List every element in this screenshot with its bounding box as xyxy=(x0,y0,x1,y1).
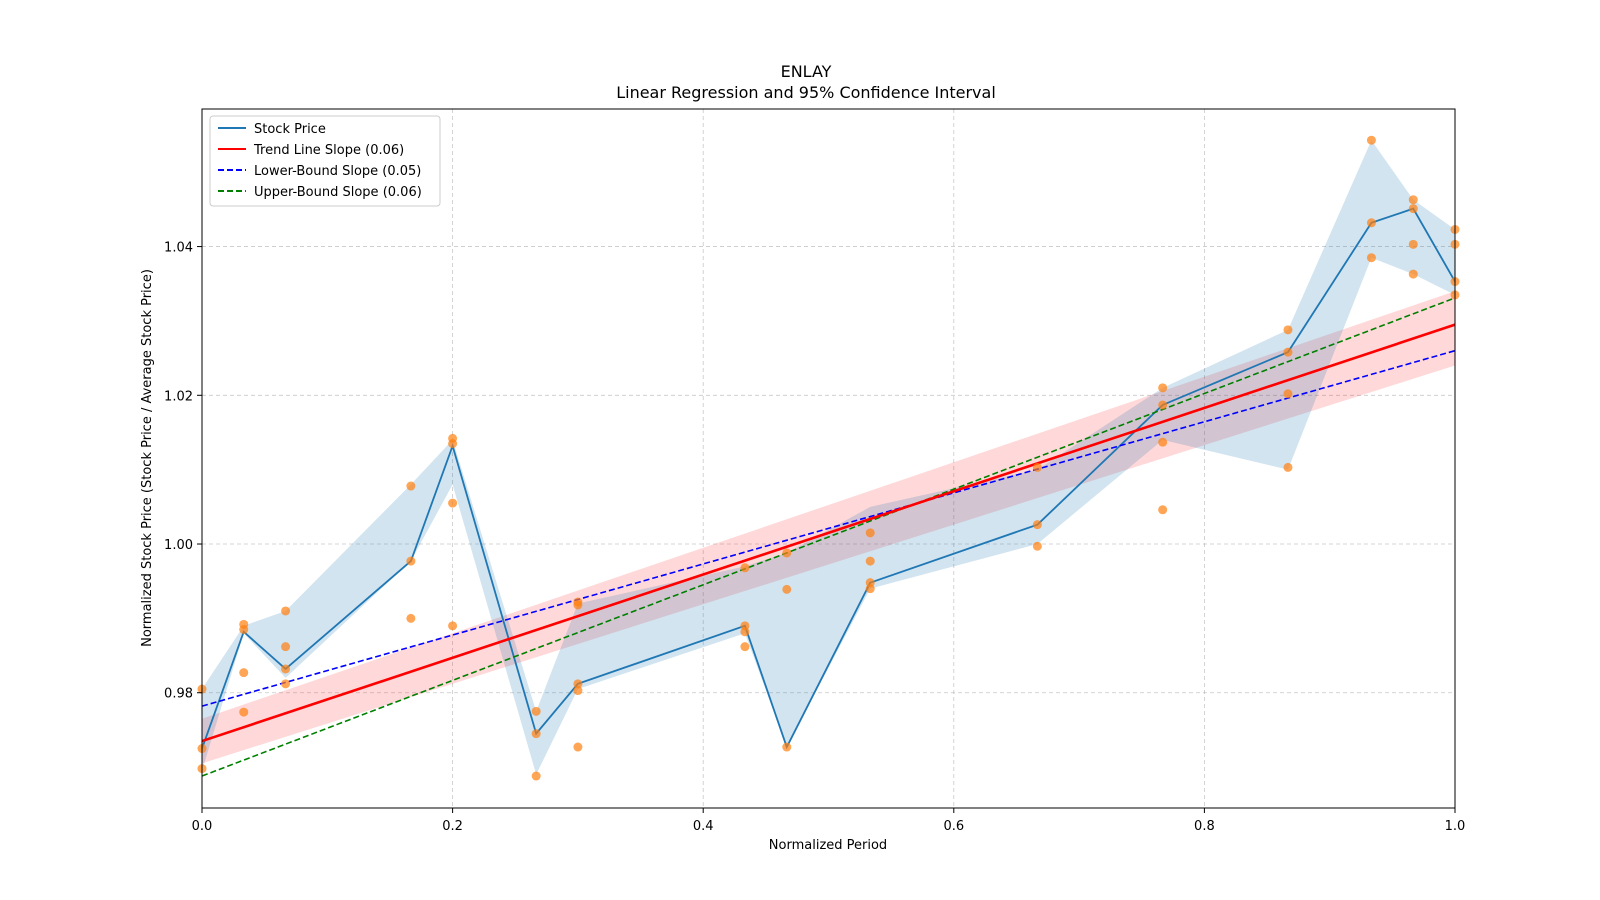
observation-point xyxy=(740,642,750,652)
observation-point xyxy=(531,706,541,716)
observation-point xyxy=(448,439,458,449)
observation-point xyxy=(782,548,792,558)
chart-subtitle: Linear Regression and 95% Confidence Int… xyxy=(616,83,996,102)
stock-price-band xyxy=(202,140,1455,775)
regression-lines xyxy=(201,207,1456,777)
observation-point xyxy=(448,498,458,508)
y-tick-label: 1.02 xyxy=(164,389,193,404)
observation-point xyxy=(406,556,416,566)
axis-ticks: 0.0 0.2 0.4 0.6 0.8 1.0 0.98 1.00 1.02 1.04 xyxy=(164,241,1465,834)
observation-point xyxy=(573,600,583,610)
observation-point xyxy=(1032,520,1042,530)
observation-point xyxy=(573,686,583,696)
x-tick-label: 0.8 xyxy=(1194,819,1215,834)
observation-point xyxy=(1366,253,1376,263)
legend: Stock Price Trend Line Slope (0.06) Lowe… xyxy=(209,115,441,207)
observation-point xyxy=(865,584,875,594)
observation-point xyxy=(740,627,750,637)
observation-point xyxy=(1408,204,1418,214)
x-tick-label: 0.6 xyxy=(943,819,964,834)
observation-point xyxy=(865,556,875,566)
observation-point xyxy=(281,642,291,652)
observation-point xyxy=(573,742,583,752)
confidence-bands xyxy=(202,140,1455,775)
observation-point xyxy=(1408,239,1418,249)
observation-point xyxy=(1158,383,1168,393)
observation-point xyxy=(782,742,792,752)
observation-point xyxy=(531,771,541,781)
observation-point xyxy=(865,528,875,538)
x-tick-label: 0.0 xyxy=(192,819,213,834)
observation-point xyxy=(281,679,291,689)
y-tick-label: 1.00 xyxy=(164,538,193,553)
observation-point xyxy=(281,664,291,674)
observation-point xyxy=(1283,347,1293,357)
observation-point xyxy=(1366,218,1376,228)
observation-point xyxy=(740,563,750,573)
x-tick-label: 0.2 xyxy=(442,819,463,834)
legend-upper-bound-label: Upper-Bound Slope (0.06) xyxy=(254,185,422,200)
y-tick-label: 0.98 xyxy=(164,687,193,702)
observation-point xyxy=(1283,389,1293,399)
observation-point xyxy=(782,584,792,594)
stock-price-line xyxy=(201,207,1456,750)
legend-lower-bound-label: Lower-Bound Slope (0.05) xyxy=(254,164,421,179)
trend-line xyxy=(201,323,1456,743)
observation-point xyxy=(1408,269,1418,279)
observation-point xyxy=(1158,437,1168,447)
chart-title: ENLAY xyxy=(781,62,832,81)
observation-point xyxy=(448,621,458,631)
observation-point xyxy=(1283,462,1293,472)
observation-point xyxy=(1032,462,1042,472)
observation-point xyxy=(239,625,249,635)
legend-stock-price-label: Stock Price xyxy=(254,122,326,137)
observation-point xyxy=(1158,505,1168,515)
plot-frame xyxy=(201,108,1456,809)
observation-point xyxy=(1366,135,1376,145)
upper-bound-line xyxy=(201,297,1456,777)
observation-point xyxy=(1283,325,1293,335)
x-axis-label: Normalized Period xyxy=(769,838,887,853)
observation-point xyxy=(406,481,416,491)
x-tick-label: 1.0 xyxy=(1445,819,1466,834)
observation-point xyxy=(1408,195,1418,205)
trend-confidence-band xyxy=(202,291,1455,764)
legend-box xyxy=(209,115,441,207)
observation-point xyxy=(239,668,249,678)
observation-point xyxy=(1032,541,1042,551)
x-tick-label: 0.4 xyxy=(693,819,714,834)
observation-point xyxy=(239,707,249,717)
legend-trend-line-label: Trend Line Slope (0.06) xyxy=(253,143,404,158)
observation-point xyxy=(406,613,416,623)
y-tick-label: 1.04 xyxy=(164,241,193,256)
observation-point xyxy=(281,606,291,616)
observation-point xyxy=(1158,400,1168,410)
y-axis-label: Normalized Stock Price (Stock Price / Av… xyxy=(140,269,155,647)
lower-bound-line xyxy=(201,349,1456,707)
observation-point xyxy=(573,679,583,689)
observation-point xyxy=(531,729,541,739)
